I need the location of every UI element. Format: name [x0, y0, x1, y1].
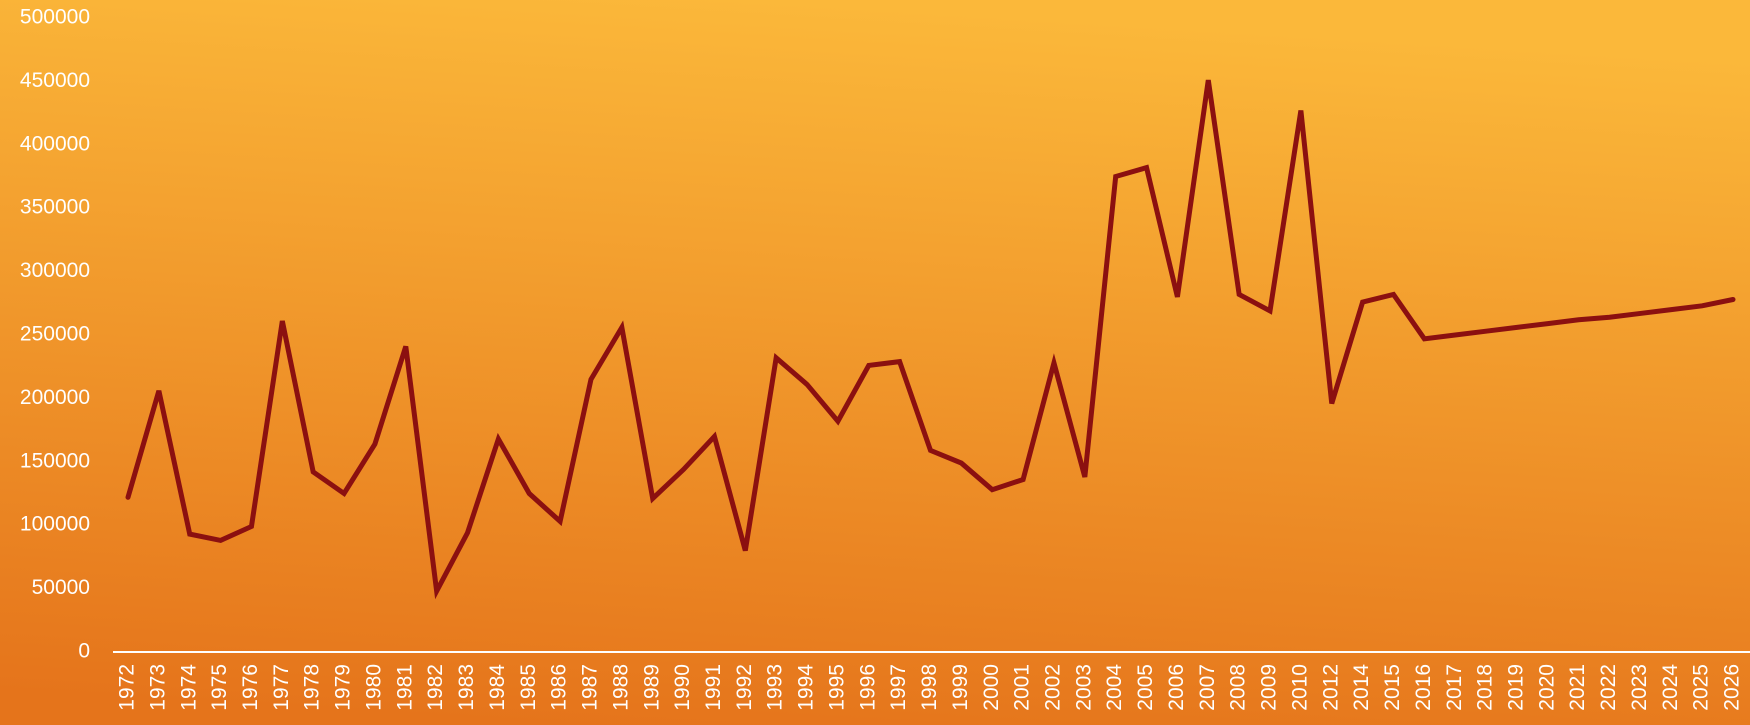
x-tick-label: 1973: [146, 664, 169, 711]
x-tick-label: 2004: [1103, 664, 1126, 711]
x-tick-label: 2009: [1258, 664, 1281, 711]
x-tick-label: 2014: [1350, 664, 1373, 711]
y-tick-label: 150000: [20, 449, 90, 472]
y-tick-label: 300000: [20, 259, 90, 282]
x-tick-label: 1990: [671, 664, 694, 711]
x-tick-label: 2007: [1196, 664, 1219, 711]
x-tick-label: 2008: [1227, 664, 1250, 711]
x-tick-label: 1974: [177, 664, 200, 711]
x-tick-label: 1989: [640, 664, 663, 711]
x-tick-label: 2015: [1381, 664, 1404, 711]
x-tick-label: 2024: [1659, 664, 1682, 711]
data-line: [125, 79, 1736, 600]
x-tick-label: 2021: [1566, 664, 1589, 711]
x-tick-label: 2002: [1042, 664, 1065, 711]
x-tick-label: 1991: [702, 664, 725, 711]
x-tick-label: 2019: [1504, 664, 1527, 711]
x-tick-label: 1999: [949, 664, 972, 711]
x-tick-label: 2016: [1412, 664, 1435, 711]
x-tick-label: 1979: [332, 664, 355, 711]
x-tick-label: 2000: [980, 664, 1003, 711]
x-tick-label: 2006: [1165, 664, 1188, 711]
x-tick-label: 1980: [362, 664, 385, 711]
x-tick-label: 1985: [517, 664, 540, 711]
x-tick-label: 1993: [764, 664, 787, 711]
x-tick-label: 1996: [856, 664, 879, 711]
x-tick-label: 1997: [887, 664, 910, 711]
y-tick-label: 450000: [20, 69, 90, 92]
x-tick-label: 1976: [239, 664, 262, 711]
x-tick-label: 1972: [116, 664, 139, 711]
x-tick-label: 1987: [579, 664, 602, 711]
x-tick-label: 1998: [918, 664, 941, 711]
y-tick-label: 500000: [20, 6, 90, 29]
y-tick-label: 350000: [20, 196, 90, 219]
x-tick-label: 1975: [208, 664, 231, 711]
y-tick-label: 50000: [32, 576, 90, 599]
x-tick-label: 2025: [1690, 664, 1713, 711]
x-tick-label: 2005: [1134, 664, 1157, 711]
x-tick-label: 2018: [1474, 664, 1497, 711]
x-tick-label: 1977: [270, 664, 293, 711]
x-tick-label: 1988: [609, 664, 632, 711]
x-tick-label: 2022: [1597, 664, 1620, 711]
x-tick-label: 2010: [1288, 664, 1311, 711]
x-tick-label: 2026: [1721, 664, 1744, 711]
y-tick-label: 250000: [20, 323, 90, 346]
x-tick-label: 2012: [1319, 664, 1342, 711]
x-tick-label: 1983: [455, 664, 478, 711]
x-tick-label: 2001: [1011, 664, 1034, 711]
x-tick-label: 2023: [1628, 664, 1651, 711]
x-tick-label: 2017: [1443, 664, 1466, 711]
x-tick-label: 1992: [733, 664, 756, 711]
y-tick-label: 100000: [20, 513, 90, 536]
x-tick-label: 1984: [486, 664, 509, 711]
y-tick-label: 0: [78, 640, 90, 663]
x-tick-label: 1978: [301, 664, 324, 711]
x-tick-label: 1994: [795, 664, 818, 711]
x-tick-label: 1986: [548, 664, 571, 711]
x-tick-label: 1981: [393, 664, 416, 711]
x-tick-label: 1995: [825, 664, 848, 711]
x-tick-label: 2020: [1535, 664, 1558, 711]
y-tick-label: 200000: [20, 386, 90, 409]
x-tick-label: 2003: [1072, 664, 1095, 711]
y-tick-label: 400000: [20, 132, 90, 155]
x-tick-label: 1982: [424, 664, 447, 711]
